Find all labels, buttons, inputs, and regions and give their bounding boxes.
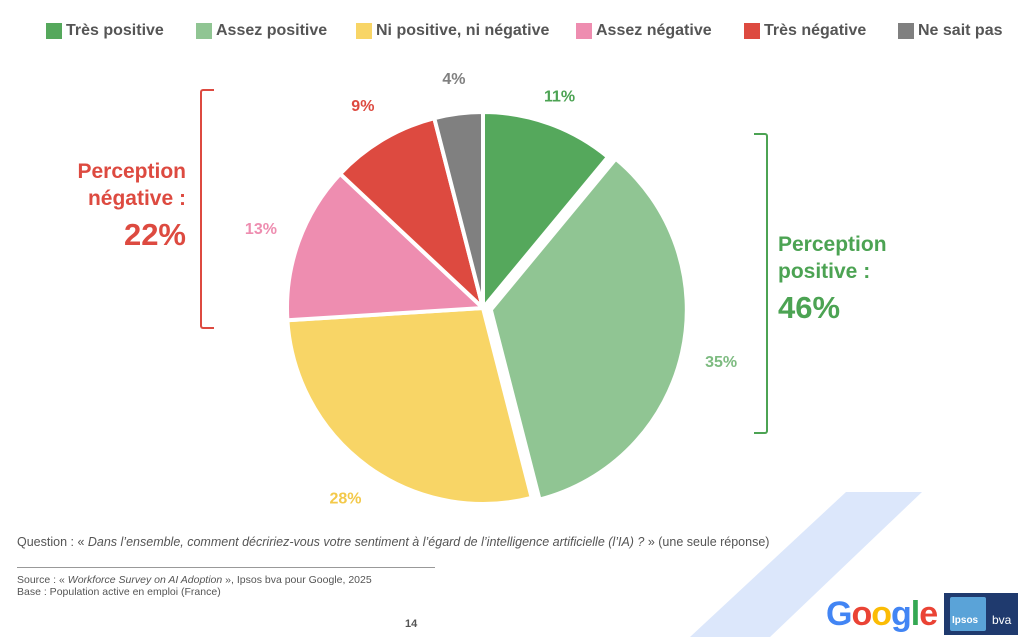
legend-item-ne-sait-pas: Ne sait pas [898,22,1002,40]
legend-item-assez-positive: Assez positive [196,22,327,40]
legend-item-tres-negative: Très négative [744,22,866,40]
question-italic: Dans l’ensemble, comment décririez-vous … [87,535,645,549]
source-suffix: », Ipsos bva pour Google, 2025 [222,574,372,586]
question-prefix: Question : « [17,535,88,549]
negative-bracket [200,89,214,329]
legend-swatch [46,23,62,39]
pie-data-label: 35% [705,354,737,371]
legend-label: Assez négative [596,22,712,39]
pie-data-label: 9% [351,98,374,115]
google-logo-letter: G [826,595,852,633]
page-number: 14 [405,618,418,630]
negative-value: 22% [123,217,186,252]
pie-data-label: 13% [245,221,277,238]
legend-swatch [196,23,212,39]
source-italic: Workforce Survey on AI Adoption [67,574,223,586]
legend-swatch [744,23,760,39]
google-logo-letter: g [891,595,912,633]
legend-label: Assez positive [216,22,328,39]
legend-item-ni-positive-ni-negative: Ni positive, ni négative [356,22,549,40]
google-logo-letter: o [871,595,892,633]
legend-label: Ni positive, ni négative [376,22,550,39]
pie-data-label: 28% [329,490,361,507]
legend-swatch [576,23,592,39]
positive-bracket [754,133,768,434]
negative-title-line1: Perception [77,160,186,183]
base-line: Base : Population active en emploi (Fran… [17,586,221,598]
legend-label: Très négative [764,22,867,39]
legend-swatch [898,23,914,39]
pie-slice-tr-s-positive [481,110,610,310]
positive-title-line1: Perception [778,233,887,256]
pie-slice-tr-s-n-gative [338,116,485,310]
pie-slice-ni-positive-ni-n-gative [285,306,534,506]
positive-value: 46% [778,290,841,325]
google-logo-letter: e [919,595,938,633]
positive-title-line2: positive : [778,260,871,283]
question-text: Question : « Dans l’ensemble, comment dé… [17,535,777,550]
legend-item-tres-positive: Très positive [46,22,164,40]
legend-swatch [356,23,372,39]
google-logo-letter: o [851,595,872,633]
google-logo-letter: l [910,595,921,633]
google-logo: Google [826,595,938,633]
negative-perception-label: Perception négative : 22% [77,158,186,256]
legend-label: Ne sait pas [918,22,1003,39]
negative-title-line2: négative : [87,187,186,210]
legend: Très positive Assez positive Ni positive… [46,22,1016,42]
pie-slice-assez-n-gative [285,171,485,323]
legend-item-assez-negative: Assez négative [576,22,712,40]
bva-text: bva [992,613,1012,627]
source-prefix: Source : « [17,574,68,586]
pie-data-label: 11% [544,88,575,105]
pie-slice-ne-sait-pas [432,110,485,310]
pie-slice-assez-positive [488,156,689,502]
footer-divider [17,567,435,568]
source-line: Source : « Workforce Survey on AI Adopti… [17,574,372,586]
ipsos-mark [950,597,986,631]
ipsos-text: Ipsos [952,615,979,626]
question-suffix: » (une seule réponse) [644,535,770,549]
legend-label: Très positive [66,22,164,39]
pie-data-label: 4% [442,71,465,88]
source-block: Source : « Workforce Survey on AI Adopti… [17,574,372,598]
ipsos-bva-logo: Ipsos bva [944,593,1018,635]
positive-perception-label: Perception positive : 46% [778,231,887,329]
